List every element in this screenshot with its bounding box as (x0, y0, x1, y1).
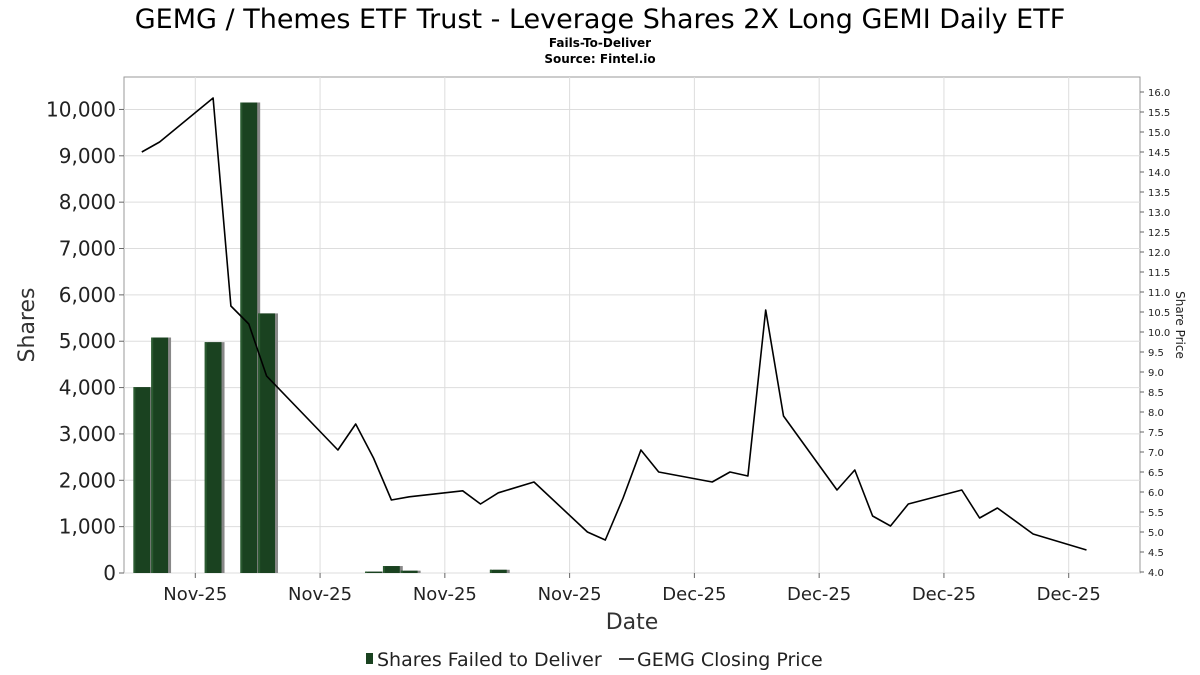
tick-label-right: 15.5 (1148, 108, 1170, 119)
y-axis-label: Shares (15, 288, 40, 363)
chart-subtitle: Fails-To-Deliver (549, 36, 651, 50)
legend-item-price: GEMG Closing Price (637, 649, 823, 671)
tick-label-right: 6.0 (1148, 488, 1164, 499)
bar-highlight (365, 571, 368, 573)
bar-highlight (382, 566, 385, 573)
closing-price-line (141, 97, 1087, 551)
tick-label-x: Dec-25 (1037, 584, 1101, 605)
tick-label-right: 14.5 (1148, 148, 1170, 159)
tick-label-left: 9,000 (59, 144, 116, 168)
tick-label-right: 12.5 (1148, 228, 1170, 239)
bar (382, 566, 400, 573)
tick-label-left: 0 (103, 561, 116, 585)
bar (258, 313, 276, 573)
plot-area (123, 76, 1141, 574)
tick-label-left: 4,000 (59, 376, 116, 400)
grid (124, 77, 1140, 574)
tick-label-x: Nov-25 (538, 584, 602, 605)
tick-label-right: 8.0 (1148, 408, 1164, 419)
tick-label-x: Dec-25 (662, 584, 726, 605)
tick-label-left: 1,000 (59, 515, 116, 539)
tick-label-right: 6.5 (1148, 468, 1164, 479)
tick-label-x: Nov-25 (288, 584, 352, 605)
y2-axis-label: Share Price (1173, 291, 1187, 359)
legend-item-ftd: Shares Failed to Deliver (377, 649, 602, 671)
bar (489, 569, 507, 573)
bar-highlight (151, 337, 154, 573)
bar-highlight (204, 342, 207, 573)
tick-label-right: 16.0 (1148, 88, 1170, 99)
bar (151, 337, 169, 573)
tick-label-x: Dec-25 (787, 584, 851, 605)
bar (400, 570, 418, 573)
x-axis: Nov-25 Nov-25 Nov-25 Nov-25 Dec-25 Dec-25 Dec-… (163, 573, 1101, 605)
price-line (141, 97, 1087, 551)
tick-label-right: 4.5 (1148, 548, 1164, 559)
chart-title: GEMG / Themes ETF Trust - Leverage Share… (135, 4, 1066, 35)
tick-label-right: 10.5 (1148, 308, 1170, 319)
tick-label-left: 7,000 (59, 237, 116, 261)
tick-label-right: 7.5 (1148, 428, 1164, 439)
bars (133, 102, 510, 573)
tick-label-x: Nov-25 (413, 584, 477, 605)
bar (133, 387, 151, 573)
chart-source: Source: Fintel.io (544, 52, 655, 66)
legend: Shares Failed to Deliver GEMG Closing Pr… (366, 649, 823, 671)
tick-label-x: Dec-25 (912, 584, 976, 605)
bar-highlight (489, 569, 492, 573)
tick-label-right: 5.0 (1148, 528, 1164, 539)
tick-label-left: 3,000 (59, 422, 116, 446)
tick-label-right: 5.5 (1148, 508, 1164, 519)
tick-label-right: 13.5 (1148, 188, 1170, 199)
tick-label-right: 9.5 (1148, 348, 1164, 359)
tick-label-right: 9.0 (1148, 368, 1164, 379)
tick-label-x: Nov-25 (163, 584, 227, 605)
x-axis-label: Date (606, 610, 659, 635)
tick-label-right: 8.5 (1148, 388, 1164, 399)
bar (204, 342, 222, 573)
tick-label-left: 5,000 (59, 329, 116, 353)
tick-label-right: 12.0 (1148, 248, 1170, 259)
bar (240, 102, 258, 573)
bar-highlight (133, 387, 136, 573)
tick-label-left: 2,000 (59, 468, 116, 492)
y-axis-right: 4.0 4.5 5.0 5.5 6.0 6.5 7.0 7.5 8.0 8.5 9.0 9.5 10.0… (1140, 88, 1170, 579)
bar-highlight (240, 102, 243, 573)
bar (365, 571, 382, 573)
tick-label-right: 4.0 (1148, 568, 1164, 579)
tick-label-right: 10.0 (1148, 328, 1170, 339)
tick-label-right: 15.0 (1148, 128, 1170, 139)
tick-label-right: 14.0 (1148, 168, 1170, 179)
tick-label-right: 7.0 (1148, 448, 1164, 459)
legend-bar-swatch (366, 653, 373, 664)
tick-label-left: 8,000 (59, 190, 116, 214)
y-axis-left: 0 1,000 2,000 3,000 4,000 5,000 6,000 7,000 8,00… (46, 97, 124, 585)
tick-label-right: 13.0 (1148, 208, 1170, 219)
tick-label-left: 10,000 (46, 97, 116, 121)
tick-label-left: 6,000 (59, 283, 116, 307)
tick-label-right: 11.0 (1148, 288, 1170, 299)
bar-highlight (258, 313, 261, 573)
bar-highlight (400, 570, 403, 573)
tick-label-right: 11.5 (1148, 268, 1170, 279)
